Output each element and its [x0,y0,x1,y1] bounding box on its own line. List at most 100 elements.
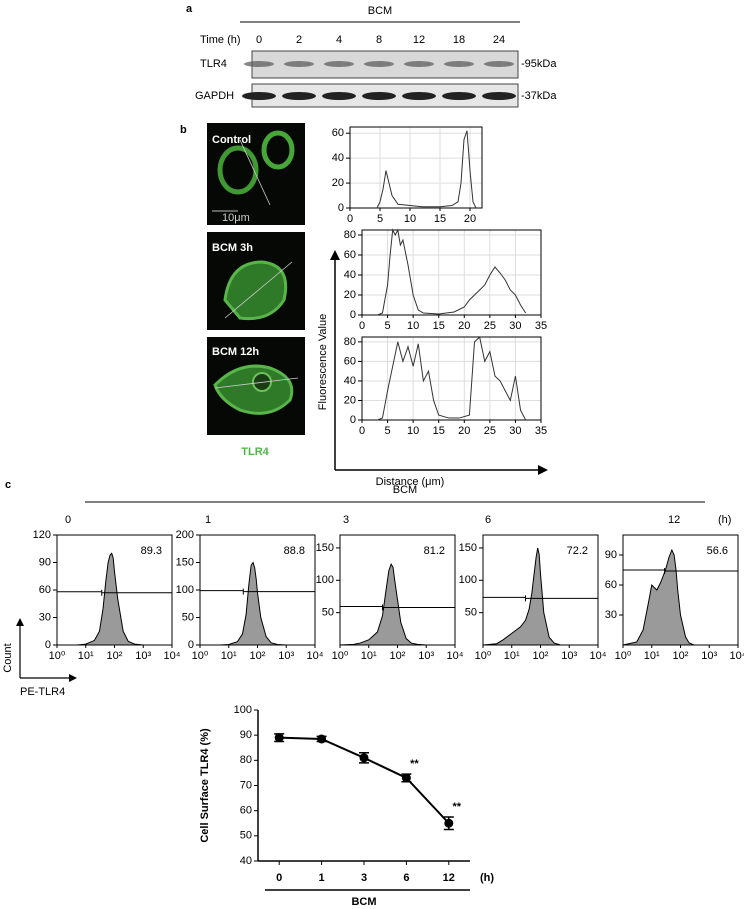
y-tick-label: 70 [240,779,252,791]
x-tick-label: 5 [385,320,391,332]
group-label: BCM [368,5,392,17]
significance: ** [453,801,462,813]
time-label: 2 [296,34,302,46]
band [242,92,276,100]
x-tick-label: 30 [509,425,521,437]
y-tick-label: 100 [234,704,252,716]
gate-percent: 72.2 [567,545,588,557]
axis-arrows [16,618,77,682]
y-tick-label: 0 [188,639,194,651]
plot-frame [349,126,483,209]
panel-label: a [186,3,193,15]
x-tick-label: 10⁰ [615,650,632,662]
x-tick-label: 10¹ [504,650,520,662]
x-tick-label: 10⁰ [332,650,349,662]
x-tick-label: 10² [673,650,689,662]
band [482,92,516,100]
x-tick-label: 10³ [418,650,434,662]
x-tick-label: 3 [361,872,367,884]
significance: ** [410,758,419,770]
x-tick-label: 10³ [561,650,577,662]
x-tick-label: 10⁴ [730,650,744,662]
time-label: 4 [336,34,342,46]
x-tick-label: 20 [458,320,470,332]
y-tick-label: 100 [176,584,194,596]
time-label: 24 [493,34,505,46]
image-label: Control [212,134,251,146]
x-tick-label: 10¹ [78,650,94,662]
stain-label: TLR4 [241,446,269,458]
gate-percent: 81.2 [424,545,445,557]
x-tick-label: 10⁰ [475,650,492,662]
x-tick-label: 5 [377,213,383,225]
band [444,61,474,67]
time-label: 12 [413,34,425,46]
x-tick-label: 10¹ [361,650,377,662]
gate [57,589,172,596]
y-tick-label: 0 [45,639,51,651]
band [484,61,514,67]
band [324,61,354,67]
time-label: 6 [485,514,491,526]
x-tick-label: 10² [250,650,266,662]
y-tick-label: 90 [39,556,51,568]
band [282,92,316,100]
x-tick-label: 10 [407,320,419,332]
x-tick-label: 30 [509,320,521,332]
y-tick-label: 30 [39,611,51,623]
band [364,61,394,67]
y-tick-label: 40 [344,375,356,387]
y-tick-label: 80 [344,336,356,348]
y-tick-label: 200 [176,529,194,541]
x-tick-label: 5 [385,425,391,437]
data-point [444,818,454,828]
y-tick-label: 60 [240,805,252,817]
group-label: BCM [393,484,417,496]
x-tick-label: 10² [390,650,406,662]
profile-line [376,130,477,209]
y-tick-label: 60 [39,584,51,596]
y-tick-label: 60 [605,579,617,591]
band [402,92,436,100]
y-tick-label: 150 [176,556,194,568]
band [244,61,274,67]
data-point [359,753,369,763]
x-tick-label: 10 [407,425,419,437]
x-tick-label: 10⁴ [307,650,324,662]
x-tick-label: 10⁰ [49,650,66,662]
y-tick-label: 100 [459,574,477,586]
time-label: 3 [343,514,349,526]
y-tick-label: 30 [605,609,617,621]
gate [340,604,455,611]
band [362,92,396,100]
y-tick-label: 60 [344,249,356,261]
gate-percent: 56.6 [707,545,728,557]
y-tick-label: 0 [350,414,356,426]
data-point [317,734,327,744]
size-label: -37kDa [521,90,557,102]
y-tick-label: 50 [322,607,334,619]
y-tick-label: 80 [240,754,252,766]
row-label: TLR4 [200,58,227,70]
y-tick-label: 80 [344,229,356,241]
panel-label: c [5,479,11,491]
gate-percent: 89.3 [141,545,162,557]
axis-arrows [330,250,548,475]
x-axis-title: BCM [351,896,376,908]
y-tick-label: 90 [605,549,617,561]
y-tick-label: 20 [344,394,356,406]
y-tick-label: 60 [332,127,344,139]
x-tick-label: 1 [319,872,325,884]
y-tick-label: 60 [344,355,356,367]
histogram [482,547,561,646]
y-tick-label: 120 [33,529,51,541]
x-tick-label: 20 [458,425,470,437]
y-tick-label: 50 [182,611,194,623]
x-tick-label: 10³ [135,650,151,662]
histogram [339,562,427,646]
plot-frame [361,229,542,316]
x-tick-label: 25 [484,425,496,437]
x-tick-label: 20 [464,213,476,225]
data-point [274,733,284,743]
time-label: 1 [205,514,211,526]
